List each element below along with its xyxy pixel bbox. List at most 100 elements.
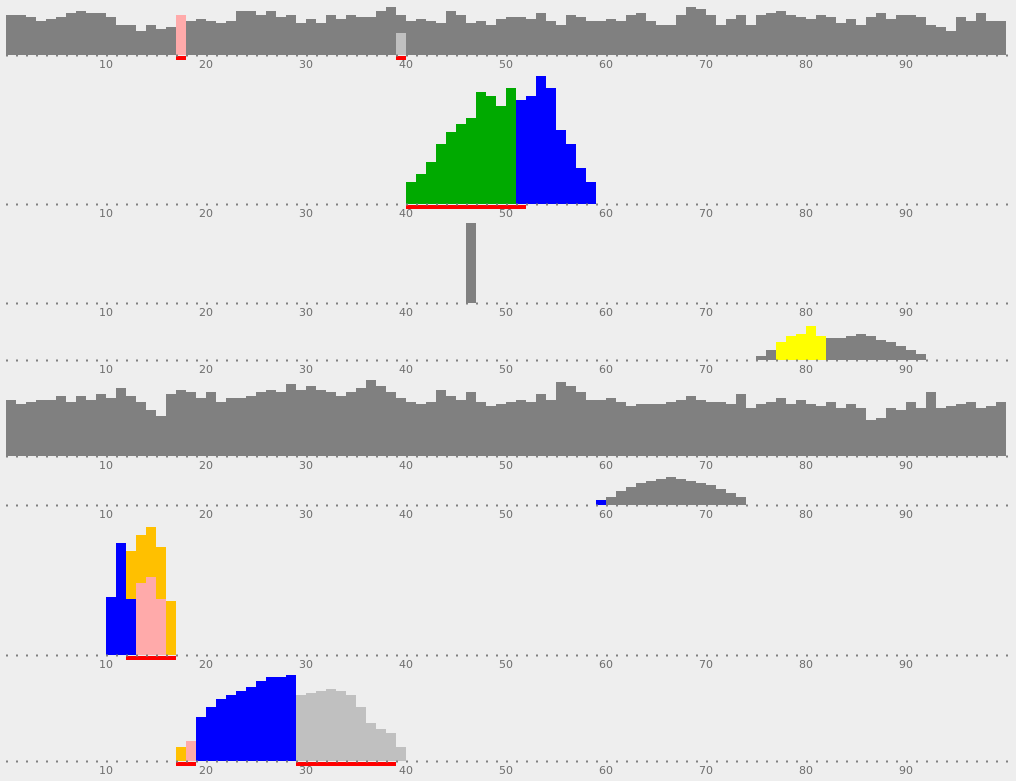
x-tick-label: 70	[699, 508, 713, 521]
x-tick-label: 50	[499, 658, 513, 671]
histogram-bar	[476, 402, 486, 456]
histogram-bar	[216, 402, 226, 456]
histogram-bar	[996, 21, 1006, 55]
histogram-track: 10 20 30 40 50 60 70 80 90	[6, 527, 1010, 671]
histogram-bar	[546, 88, 556, 204]
histogram-bar	[706, 485, 716, 505]
histogram-bar	[446, 11, 456, 55]
selection-marker	[396, 56, 406, 60]
x-tick-label: 40	[399, 58, 413, 71]
histogram-bar	[226, 398, 236, 456]
x-tick-label: 60	[599, 363, 613, 376]
histogram-bar	[316, 23, 326, 55]
histogram-bar	[776, 398, 786, 456]
histogram-bar	[146, 577, 156, 655]
histogram-bar	[666, 477, 676, 505]
histogram-bar	[306, 19, 316, 55]
histogram-bar	[526, 96, 536, 204]
histogram-bar	[556, 382, 566, 456]
histogram-bar	[516, 100, 526, 204]
histogram-bar	[306, 386, 316, 456]
histogram-bar	[876, 418, 886, 456]
histogram-bar	[236, 691, 246, 761]
histogram-bar	[336, 396, 346, 456]
histogram-bar	[796, 334, 806, 360]
x-tick-label: 30	[299, 459, 313, 472]
histogram-bar	[406, 182, 416, 204]
histogram-bar	[436, 390, 446, 456]
histogram-bar	[616, 402, 626, 456]
histogram-bar	[36, 400, 46, 456]
histogram-bar	[696, 9, 706, 55]
histogram-bar	[676, 400, 686, 456]
histogram-bar	[506, 88, 516, 204]
histogram-bar	[716, 402, 726, 456]
x-tick-label: 20	[199, 207, 213, 220]
histogram-bar	[756, 404, 766, 456]
histogram-bar	[736, 15, 746, 55]
histogram-bar	[826, 17, 836, 55]
x-tick-label: 20	[199, 459, 213, 472]
histogram-bar	[666, 25, 676, 55]
histogram-bar	[426, 162, 436, 204]
histogram-bar	[86, 13, 96, 55]
histogram-bar	[326, 689, 336, 761]
histogram-bar	[916, 354, 926, 360]
histogram-bar	[216, 23, 226, 55]
histogram-bar	[16, 15, 26, 55]
histogram-bar	[146, 410, 156, 456]
histogram-bar	[626, 15, 636, 55]
histogram-bar	[386, 392, 396, 456]
histogram-bar	[506, 402, 516, 456]
x-tick-label: 50	[499, 508, 513, 521]
histogram-bar	[16, 404, 26, 456]
histogram-bar	[116, 388, 126, 456]
x-tick-label: 20	[199, 306, 213, 319]
histogram-bar	[436, 23, 446, 55]
histogram-bar	[246, 396, 256, 456]
histogram-bar	[6, 15, 16, 55]
x-tick-label: 80	[799, 658, 813, 671]
histogram-bar	[426, 21, 436, 55]
x-tick-label: 30	[299, 764, 313, 777]
histogram-bar	[876, 340, 886, 360]
x-tick-label: 80	[799, 508, 813, 521]
histogram-bar	[496, 404, 506, 456]
histogram-bar	[596, 500, 606, 505]
x-tick-label: 60	[599, 58, 613, 71]
histogram-bar	[126, 396, 136, 456]
histogram-bar	[156, 416, 166, 456]
histogram-bar	[816, 336, 826, 360]
histogram-bar	[86, 400, 96, 456]
histogram-bar	[666, 402, 676, 456]
x-tick-label: 10	[99, 764, 113, 777]
x-tick-label: 70	[699, 207, 713, 220]
histogram-bar	[206, 392, 216, 456]
x-tick-label: 90	[899, 459, 913, 472]
x-tick-label: 60	[599, 207, 613, 220]
histogram-bar	[326, 392, 336, 456]
x-tick-label: 20	[199, 58, 213, 71]
histogram-bar	[206, 21, 216, 55]
x-tick-label: 40	[399, 306, 413, 319]
x-tick-label: 70	[699, 764, 713, 777]
x-tick-label: 60	[599, 658, 613, 671]
x-tick-label: 90	[899, 363, 913, 376]
histogram-bar	[56, 17, 66, 55]
histogram-bar	[166, 27, 176, 55]
histogram-bar	[366, 723, 376, 761]
histogram-bar	[406, 21, 416, 55]
x-tick-label: 20	[199, 508, 213, 521]
x-tick-label: 10	[99, 363, 113, 376]
histogram-bar	[286, 675, 296, 761]
histogram-bar	[756, 356, 766, 360]
histogram-bar	[346, 392, 356, 456]
histogram-bar	[466, 118, 476, 204]
histogram-bar	[886, 19, 896, 55]
x-tick-label: 10	[99, 306, 113, 319]
x-tick-label: 10	[99, 658, 113, 671]
x-tick-label: 30	[299, 658, 313, 671]
histogram-bar	[226, 695, 236, 761]
histogram-bar	[256, 681, 266, 761]
histogram-bar	[246, 11, 256, 55]
